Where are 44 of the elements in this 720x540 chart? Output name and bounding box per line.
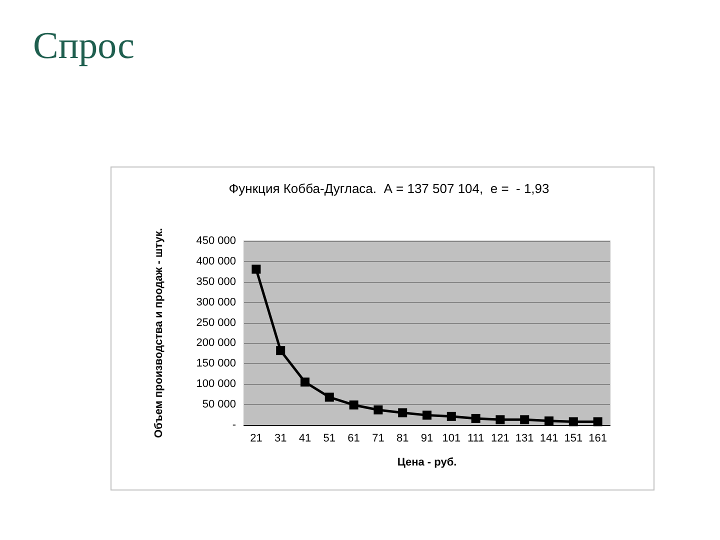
x-tick-label: 131 (515, 432, 534, 444)
point (252, 264, 261, 274)
y-tick-label: 150 000 (196, 358, 236, 370)
point (568, 417, 578, 426)
point (276, 346, 286, 356)
chart-subtitle: Функция Кобба-Дугласа. А = 137 507 104, е = - 1,93 (228, 181, 550, 196)
y-tick-label: 350 000 (196, 276, 236, 288)
y-tick-label: - (232, 419, 236, 431)
x-tick-label: 71 (372, 432, 384, 444)
y-tick-label: 300 000 (196, 296, 236, 308)
x-tick-label: 41 (298, 432, 312, 444)
point (349, 400, 358, 410)
point (422, 410, 432, 420)
chart-title: Спрос (33, 25, 134, 67)
y-tick-label: 250 000 (196, 316, 236, 329)
x-tick-label: 161 (588, 432, 607, 444)
point (374, 405, 383, 414)
x-tick-label: 101 (442, 432, 461, 444)
y-tick-label: 400 000 (196, 255, 236, 268)
point (446, 412, 456, 421)
x-tick-label: 91 (420, 432, 434, 444)
x-tick-label: 21 (250, 432, 262, 444)
point (398, 408, 408, 418)
x-tick-label: 61 (348, 432, 360, 444)
x-tick-label: 121 (491, 432, 510, 444)
y-tick-label: 200 000 (196, 337, 236, 350)
x-tick-label: 31 (274, 432, 287, 444)
y-tick-label: 50 000 (202, 398, 236, 411)
point (471, 414, 480, 423)
x-axis-title: Цена - руб. (397, 456, 457, 468)
x-tick-label: 111 (467, 432, 484, 444)
point (300, 378, 310, 387)
y-tick-label: 100 000 (196, 378, 236, 390)
y-axis-title: Объем производства и продаж - штук. (153, 228, 165, 438)
point (324, 392, 334, 402)
y-tick-label: 450 000 (196, 235, 236, 247)
point (496, 415, 505, 424)
x-tick-label: 141 (540, 432, 558, 444)
point (544, 416, 554, 426)
point (593, 417, 602, 426)
x-tick-label: 51 (323, 432, 336, 444)
point (520, 415, 530, 424)
x-tick-label: 151 (564, 432, 583, 444)
x-tick-label: 81 (396, 432, 409, 444)
